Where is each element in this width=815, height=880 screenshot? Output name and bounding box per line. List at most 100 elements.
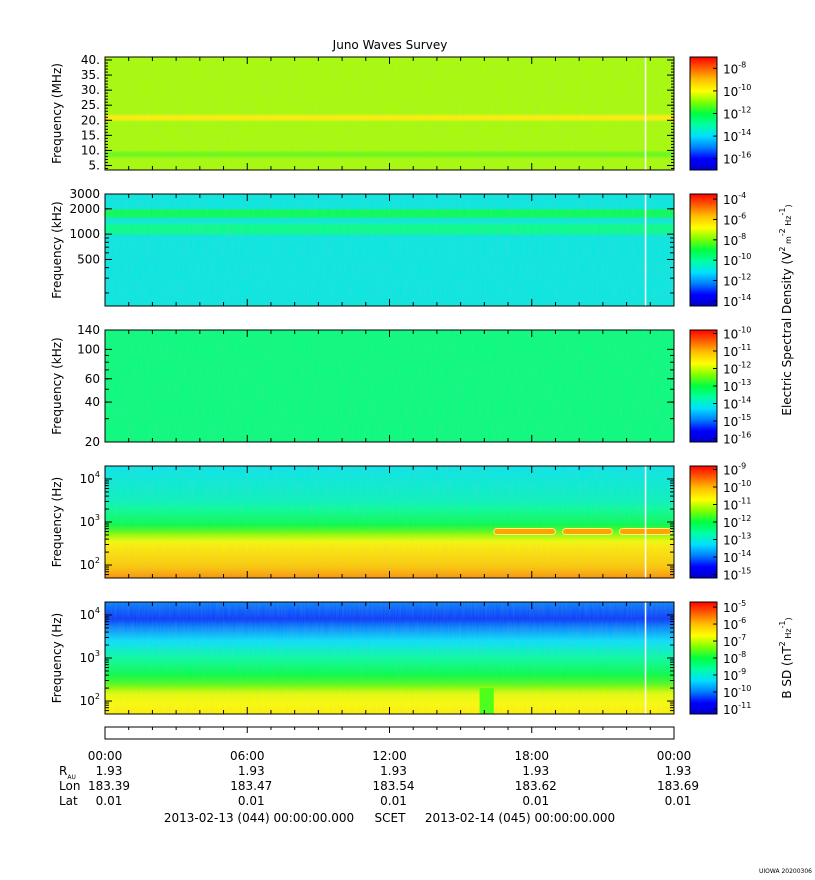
footer-start: 2013-02-13 (044) 00:00:00.000 <box>164 811 354 825</box>
ephemeris-lon: 183.54 <box>373 779 415 793</box>
colorbar-tick-label: 10-4 <box>723 191 746 207</box>
panels: 40.35.30.25.20.15.10.5. Frequency (MHz) 10… <box>50 53 794 717</box>
y-tick-label: 102 <box>80 556 100 572</box>
colorbar-tick-label: 10-12 <box>723 106 751 122</box>
ephemeris-r-au: 1.93 <box>522 764 549 778</box>
colorbar-tick-label: 10-11 <box>723 701 751 717</box>
y-axis-label: Frequency (kHz) <box>50 337 64 434</box>
colorbar-tick-label: 10-7 <box>723 633 746 649</box>
colorbar-tick-label: 10-10 <box>723 479 751 495</box>
colorbar-tick-label: 10-10 <box>723 252 751 268</box>
ephemeris-lat: 0.01 <box>238 794 265 808</box>
colorbar-tick-label: 10-14 <box>723 549 751 565</box>
ephemeris-lon: 183.47 <box>230 779 272 793</box>
y-tick-label: 5. <box>89 158 100 172</box>
ephemeris-lon: 183.69 <box>657 779 699 793</box>
colorbar-tick-label: 10-6 <box>723 616 746 632</box>
ephemeris-ticks: 18:00 <box>514 749 549 763</box>
colorbar-tick-label: 10-11 <box>723 343 751 359</box>
y-tick-label: 104 <box>80 606 100 622</box>
colorbar-tick-label: 10-13 <box>723 532 751 548</box>
ephemeris-lon: 183.39 <box>88 779 130 793</box>
ephemeris-ticks: 06:00 <box>230 749 265 763</box>
ephemeris-lat: 0.01 <box>96 794 123 808</box>
ephemeris-r-au: 1.93 <box>665 764 692 778</box>
ephemeris-lat: 0.01 <box>380 794 407 808</box>
y-axis-label: Frequency (Hz) <box>50 613 64 704</box>
y-tick-label: 60 <box>85 372 100 386</box>
ephemeris-ticks: 12:00 <box>372 749 407 763</box>
y-tick-label: 103 <box>80 513 100 529</box>
colorbar-tick-label: 10-6 <box>723 211 746 227</box>
colorbar-tick-label: 10-9 <box>723 667 746 683</box>
spectrogram-texture <box>105 602 674 714</box>
y-axis-label: Frequency (MHz) <box>50 63 64 164</box>
ephemeris-lon: 183.62 <box>515 779 557 793</box>
y-axis-label: Frequency (Hz) <box>50 477 64 568</box>
colorbar-tick-label: 10-10 <box>723 83 751 99</box>
y-tick-label: 20. <box>81 113 100 127</box>
ephemeris-ticks: 00:00 <box>88 749 123 763</box>
colorbar-label: B SD (nT2 Hz-1) <box>778 617 794 698</box>
y-tick-label: 100 <box>77 342 100 356</box>
spectrogram-texture <box>105 194 674 306</box>
colorbar-tick-label: 10-8 <box>723 232 746 248</box>
colorbar <box>689 329 718 443</box>
colorbar-tick-label: 10-11 <box>723 497 751 513</box>
colorbar <box>689 601 718 715</box>
colorbar <box>689 193 718 307</box>
colorbar-tick-label: 10-13 <box>723 378 751 394</box>
y-tick-label: 2000 <box>69 202 100 216</box>
y-tick-label: 102 <box>80 692 100 708</box>
colorbar-tick-label: 10-14 <box>723 128 751 144</box>
ephemeris-label-lon: Lon <box>59 779 80 793</box>
y-tick-label: 500 <box>77 252 100 266</box>
emission-line <box>562 528 613 536</box>
colorbar <box>689 465 718 579</box>
colorbar-tick-label: 10-14 <box>723 293 751 309</box>
ephemeris-ticks: 00:00 <box>657 749 692 763</box>
ephemeris-lat: 0.01 <box>665 794 692 808</box>
y-tick-label: 40. <box>81 53 100 67</box>
colorbar-tick-label: 10-5 <box>723 599 746 615</box>
colorbar-tick-label: 10-14 <box>723 396 751 412</box>
ephemeris-r-au: 1.93 <box>96 764 123 778</box>
colorbar-tick-label: 10-9 <box>723 462 746 478</box>
colorbar-tick-label: 10-8 <box>723 650 746 666</box>
spectrogram-texture <box>105 330 674 442</box>
y-axis-label: Frequency (kHz) <box>50 201 64 298</box>
footer-stamp: UIOWA 20200306 <box>759 868 812 875</box>
colorbar-tick-label: 10-10 <box>723 684 751 700</box>
colorbar-tick-label: 10-15 <box>723 567 751 583</box>
figure-title: Juno Waves Survey <box>332 38 448 52</box>
colorbar-tick-label: 10-12 <box>723 273 751 289</box>
data-dropout <box>479 688 494 714</box>
time-axis <box>104 726 675 740</box>
y-tick-label: 3000 <box>69 187 100 201</box>
colorbar-tick-label: 10-8 <box>723 60 746 76</box>
y-tick-label: 25. <box>81 98 100 112</box>
emission-line <box>493 528 556 536</box>
y-tick-label: 15. <box>81 128 100 142</box>
colorbar-tick-label: 10-16 <box>723 431 751 447</box>
ephemeris-r-au: 1.93 <box>238 764 265 778</box>
colorbar-tick-label: 10-12 <box>723 514 751 530</box>
spectrogram-texture <box>105 57 674 170</box>
spectrogram-texture <box>105 466 674 578</box>
y-tick-label: 140 <box>77 323 100 337</box>
colorbar-tick-label: 10-15 <box>723 413 751 429</box>
colorbar-label: Electric Spectral Density (V2 m-2 Hz-1) <box>778 204 794 415</box>
ephemeris-table: 00:00 06:00 12:00 18:00 00:001.93 1.93 1.93 1.9… <box>59 749 699 808</box>
colorbar <box>689 56 718 171</box>
spectrogram-panel: 40.35.30.25.20.15.10.5. Frequency (MHz) 10… <box>50 53 751 172</box>
y-tick-label: 104 <box>80 470 100 486</box>
y-tick-label: 103 <box>80 649 100 665</box>
y-tick-label: 35. <box>81 68 100 82</box>
ephemeris-label-lat: Lat <box>59 794 78 808</box>
footer-end: 2013-02-14 (045) 00:00:00.000 <box>425 811 615 825</box>
